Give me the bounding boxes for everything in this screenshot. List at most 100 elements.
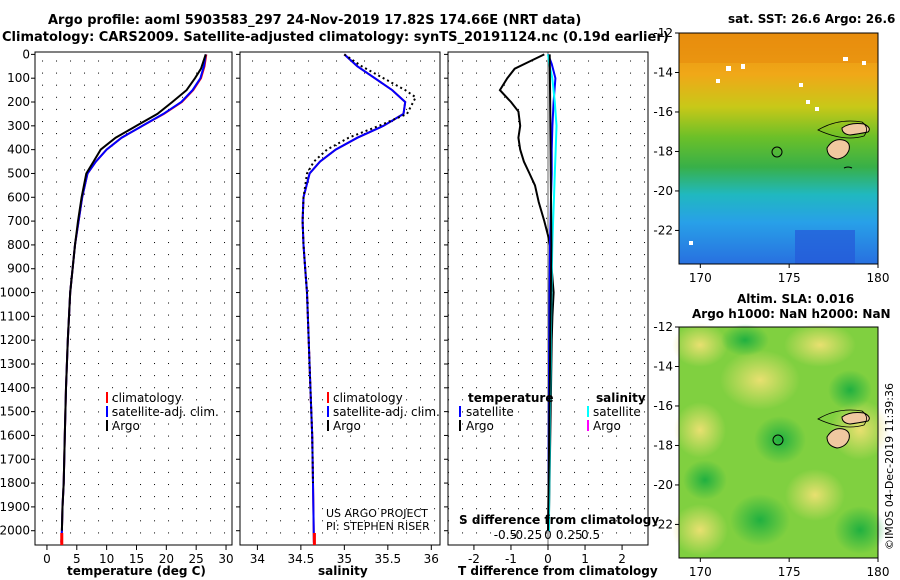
sla-lon-ticks: 170 175 180 bbox=[689, 558, 890, 579]
s-tick-label: -0.5 bbox=[494, 528, 517, 542]
depth-tick-label: 2000 bbox=[0, 524, 30, 538]
depth-tick-label: 1500 bbox=[0, 405, 30, 419]
temperature-xlabel: temperature (deg C) bbox=[67, 564, 206, 578]
difference-t-argo-line bbox=[498, 53, 555, 531]
sst-lon-ticks: 170 175 180 bbox=[689, 264, 890, 285]
x-tick-label: 0 bbox=[544, 552, 552, 566]
x-tick-label: 34.5 bbox=[288, 552, 315, 566]
legend-s-satellite-swatch bbox=[587, 406, 589, 417]
depth-tick-label: 900 bbox=[7, 262, 30, 276]
header-title: Argo profile: aoml 5903583_297 24-Nov-20… bbox=[48, 13, 581, 28]
sla-lat-ticks: -12 -14 -16 -18 -20 -22 bbox=[653, 320, 679, 531]
x-tick-label: 15 bbox=[129, 552, 144, 566]
depth-tick-label: 1200 bbox=[0, 333, 30, 347]
x-tick-label: -1 bbox=[505, 552, 517, 566]
difference-series bbox=[498, 53, 558, 531]
depth-tick-label: 1900 bbox=[0, 500, 30, 514]
depth-tick-label: 1400 bbox=[0, 381, 30, 395]
temperature-x-ticks: 0 5 10 15 20 25 30 bbox=[31, 53, 234, 566]
credit-pi: PI: STEPHEN RISER bbox=[326, 520, 430, 533]
depth-tick-label: 400 bbox=[7, 143, 30, 157]
legend-argo-swatch bbox=[106, 420, 108, 431]
lat-tick-label: -22 bbox=[653, 223, 673, 237]
depth-tick-label: 100 bbox=[7, 71, 30, 85]
argo-float-marker bbox=[771, 146, 783, 158]
lat-tick-label: -12 bbox=[653, 26, 673, 40]
legend-climatology-swatch bbox=[327, 392, 329, 403]
temperature-series bbox=[60, 54, 208, 545]
legend-satellite: satellite-adj. clim. bbox=[112, 405, 219, 419]
depth-tick-label: 1000 bbox=[0, 286, 30, 300]
lon-tick-label: 175 bbox=[778, 565, 801, 579]
lon-tick-label: 180 bbox=[867, 565, 890, 579]
salinity-series bbox=[301, 53, 417, 545]
legend-t-argo-swatch bbox=[459, 420, 461, 431]
fiji-islands bbox=[817, 409, 870, 449]
sst-cloud-mask bbox=[689, 57, 866, 245]
x-tick-label: 36 bbox=[424, 552, 439, 566]
legend-argo: Argo bbox=[333, 419, 361, 433]
difference-xlabel: T difference from climatology bbox=[458, 564, 658, 578]
imos-stamp: ©IMOS 04-Dec-2019 11:39:36 bbox=[883, 383, 896, 550]
lat-tick-label: -12 bbox=[653, 320, 673, 334]
legend-t-satellite: satellite bbox=[466, 405, 514, 419]
lat-tick-label: -16 bbox=[653, 105, 673, 119]
temperature-panel: 0 5 10 15 20 25 30 temperature (deg C) climato… bbox=[31, 51, 234, 578]
difference-x-ticks: -2 -1 0 1 2-0.5-0.25 0 0.250.5 bbox=[444, 52, 626, 566]
legend-s-satellite: satellite bbox=[593, 405, 641, 419]
lat-tick-label: -20 bbox=[653, 478, 673, 492]
x-tick-label: 2 bbox=[618, 552, 626, 566]
fiji-islands bbox=[817, 120, 870, 169]
depth-tick-label: 800 bbox=[7, 238, 30, 252]
sla-map-title: Altim. SLA: 0.016 bbox=[737, 292, 854, 306]
depth-tick-label: 1700 bbox=[0, 452, 30, 466]
legend-satellite-swatch bbox=[106, 406, 108, 417]
legend-t-satellite-swatch bbox=[459, 406, 461, 417]
x-tick-label: -2 bbox=[468, 552, 480, 566]
x-tick-label: 35.5 bbox=[374, 552, 401, 566]
depth-axis-labels: 0 100 200 300 400 500 600 700 800 900 1000 1100 1200… bbox=[0, 47, 30, 537]
sst-warm-band bbox=[679, 33, 878, 63]
x-tick-label: 0 bbox=[43, 552, 51, 566]
temperature-argo-line bbox=[60, 54, 207, 531]
credit-project: US ARGO PROJECT bbox=[326, 507, 428, 520]
difference-s-argo-line bbox=[547, 54, 553, 531]
salinity-plot-frame bbox=[239, 51, 441, 546]
legend-satellite-swatch bbox=[327, 406, 329, 417]
x-tick-label: 1 bbox=[581, 552, 589, 566]
x-tick-label: 30 bbox=[218, 552, 233, 566]
sla-map-frame bbox=[678, 326, 879, 559]
sst-map: sat. SST: 26.6 Argo: 26.6 -12 -14 -16 -18 -2… bbox=[653, 12, 895, 285]
lat-tick-label: -14 bbox=[653, 359, 673, 373]
x-tick-label: 5 bbox=[73, 552, 81, 566]
argo-float-marker bbox=[772, 434, 784, 446]
legend-argo-swatch bbox=[327, 420, 329, 431]
sla-map-subtitle: Argo h1000: NaN h2000: NaN bbox=[692, 307, 891, 321]
sst-map-title: sat. SST: 26.6 Argo: 26.6 bbox=[728, 12, 895, 26]
depth-tick-label: 1300 bbox=[0, 357, 30, 371]
depth-tick-label: 1800 bbox=[0, 476, 30, 490]
lon-tick-label: 180 bbox=[867, 271, 890, 285]
depth-tick-label: 200 bbox=[7, 95, 30, 109]
lat-tick-label: -18 bbox=[653, 144, 673, 158]
legend-t-title: temperature bbox=[468, 391, 553, 405]
temperature-bottom-marker bbox=[60, 533, 64, 545]
salinity-panel: 34 34.5 35 35.5 36 salinity climatology sate… bbox=[236, 51, 441, 578]
difference-legend: temperature satellite Argo salinity sate… bbox=[459, 391, 646, 433]
lat-tick-label: -22 bbox=[653, 517, 673, 531]
depth-tick-label: 1600 bbox=[0, 428, 30, 442]
header-subtitle: Climatology: CARS2009. Satellite-adjuste… bbox=[2, 30, 669, 45]
s-tick-label: 0.25 bbox=[556, 528, 583, 542]
legend-s-title: salinity bbox=[596, 391, 646, 405]
depth-tick-label: 600 bbox=[7, 190, 30, 204]
legend-satellite: satellite-adj. clim. bbox=[333, 405, 440, 419]
legend-s-argo-swatch bbox=[587, 420, 589, 431]
lon-tick-label: 170 bbox=[689, 565, 712, 579]
depth-tick-label: 0 bbox=[22, 47, 30, 61]
x-tick-label: 35 bbox=[337, 552, 352, 566]
legend-t-argo: Argo bbox=[466, 419, 494, 433]
salinity-legend: climatology satellite-adj. clim. Argo bbox=[327, 391, 440, 433]
legend-climatology: climatology bbox=[112, 391, 182, 405]
lat-tick-label: -16 bbox=[653, 399, 673, 413]
